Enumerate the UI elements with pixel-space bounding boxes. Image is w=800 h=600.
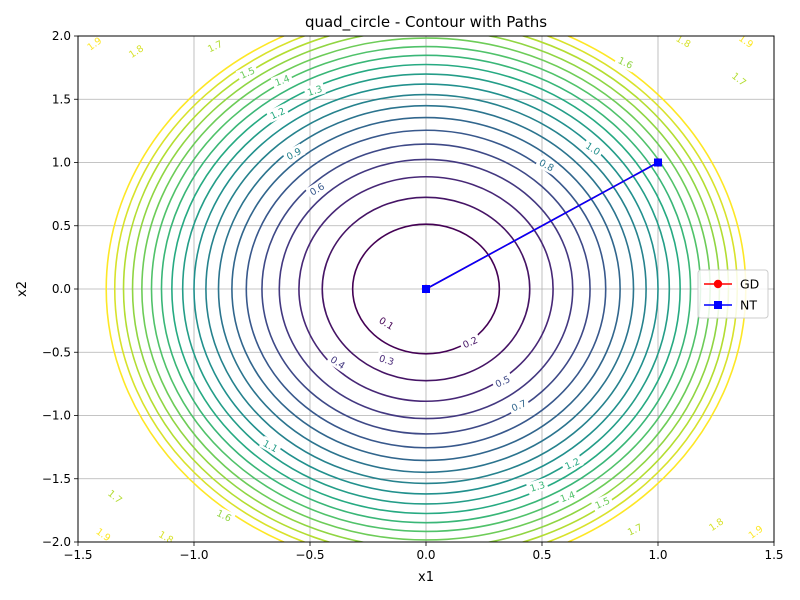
x-tick-label: 0.5 [532, 548, 551, 562]
y-tick-label: −0.5 [42, 345, 71, 359]
y-tick-label: 1.0 [52, 156, 71, 170]
x-tick-label: −1.5 [63, 548, 92, 562]
y-tick-label: 1.5 [52, 92, 71, 106]
y-tick-label: −1.0 [42, 409, 71, 423]
chart-title: quad_circle - Contour with Paths [305, 13, 547, 32]
legend-marker-nt [714, 301, 722, 309]
series-point-nt [422, 285, 430, 293]
x-axis-label: x1 [418, 570, 434, 585]
x-tick-label: −1.0 [179, 548, 208, 562]
legend-label-nt: NT [740, 298, 757, 313]
y-tick-label: −1.5 [42, 472, 71, 486]
x-tick-label: 1.0 [648, 548, 667, 562]
y-axis-label: x2 [15, 281, 30, 297]
y-tick-label: 2.0 [52, 29, 71, 43]
legend: GD NT [698, 270, 768, 318]
y-tick-label: 0.5 [52, 219, 71, 233]
x-tick-label: 1.5 [764, 548, 783, 562]
x-tick-label: −0.5 [295, 548, 324, 562]
x-tick-label: 0.0 [416, 548, 435, 562]
y-tick-label: 0.0 [52, 282, 71, 296]
legend-marker-gd [714, 280, 722, 288]
series-point-nt [654, 159, 662, 167]
legend-label-gd: GD [740, 277, 759, 292]
y-tick-label: −2.0 [42, 535, 71, 549]
